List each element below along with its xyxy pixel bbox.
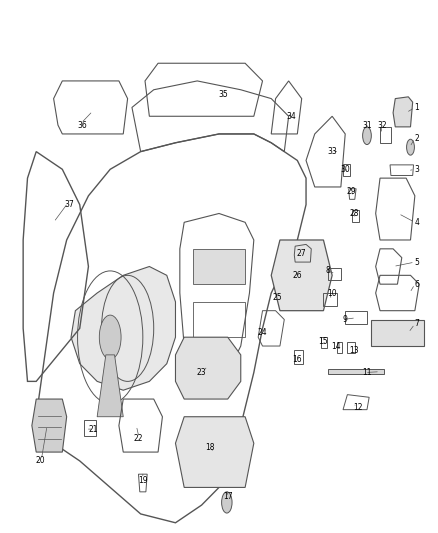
Polygon shape: [371, 319, 424, 346]
Text: 16: 16: [293, 355, 302, 364]
Text: 36: 36: [77, 120, 87, 130]
Polygon shape: [32, 399, 67, 452]
Text: 5: 5: [415, 257, 420, 266]
Text: 17: 17: [223, 492, 233, 501]
Text: 20: 20: [36, 456, 46, 465]
Text: 35: 35: [219, 90, 228, 99]
Text: 2: 2: [415, 134, 420, 143]
Text: 6: 6: [415, 280, 420, 289]
Text: 21: 21: [88, 425, 98, 434]
Circle shape: [363, 127, 371, 144]
Text: 26: 26: [293, 271, 302, 280]
Text: 27: 27: [297, 249, 307, 258]
Text: 32: 32: [378, 120, 387, 130]
Polygon shape: [176, 337, 241, 399]
Polygon shape: [271, 240, 332, 311]
Text: 15: 15: [318, 337, 328, 346]
Text: 9: 9: [343, 315, 348, 324]
Circle shape: [99, 315, 121, 359]
Text: 29: 29: [347, 187, 357, 196]
Text: 28: 28: [349, 209, 359, 218]
Text: 14: 14: [332, 342, 341, 351]
Text: 8: 8: [325, 266, 330, 276]
Text: 11: 11: [362, 368, 372, 377]
Text: 7: 7: [415, 319, 420, 328]
Text: 34: 34: [286, 112, 296, 121]
Text: 22: 22: [134, 434, 143, 443]
Text: 33: 33: [327, 147, 337, 156]
Text: 30: 30: [340, 165, 350, 174]
Text: 1: 1: [415, 103, 420, 112]
Text: 19: 19: [138, 476, 148, 485]
Text: 25: 25: [273, 293, 283, 302]
Text: 13: 13: [349, 346, 359, 355]
Bar: [193, 302, 245, 337]
Text: 31: 31: [362, 120, 372, 130]
Text: 12: 12: [353, 403, 363, 413]
Text: 37: 37: [64, 200, 74, 209]
Circle shape: [222, 492, 232, 513]
Text: 23: 23: [197, 368, 206, 377]
Bar: [193, 249, 245, 284]
Polygon shape: [328, 369, 385, 374]
Text: 10: 10: [327, 288, 337, 297]
Polygon shape: [97, 355, 123, 417]
Text: 24: 24: [258, 328, 267, 337]
Circle shape: [406, 139, 414, 155]
Text: 3: 3: [415, 165, 420, 174]
Polygon shape: [393, 97, 413, 127]
Text: 4: 4: [415, 218, 420, 227]
Text: 18: 18: [205, 443, 215, 452]
Polygon shape: [71, 266, 176, 390]
Polygon shape: [176, 417, 254, 487]
